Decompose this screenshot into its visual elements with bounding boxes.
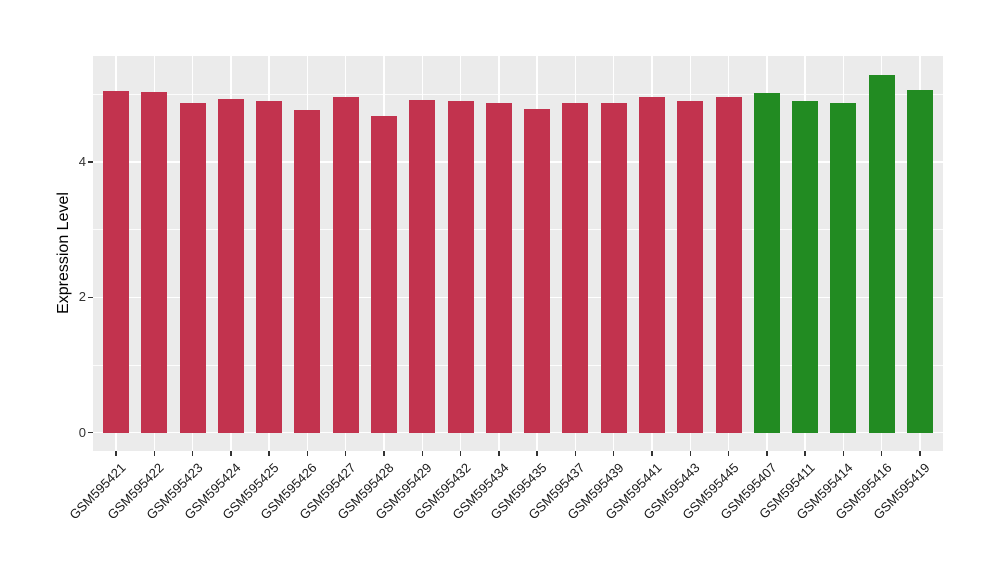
- y-tick-mark: [88, 431, 93, 434]
- bar-GSM595425: [256, 100, 283, 433]
- x-tick-mark: [459, 451, 462, 456]
- gridline-minor: [93, 94, 943, 96]
- bar-GSM595432: [447, 100, 474, 433]
- bar-GSM595437: [562, 102, 589, 433]
- y-tick-label: 2: [78, 289, 86, 305]
- bar-GSM595443: [677, 100, 704, 433]
- bar-GSM595419: [907, 90, 934, 433]
- bar-GSM595435: [524, 109, 551, 433]
- x-tick-mark: [268, 451, 270, 456]
- bar-GSM595416: [868, 74, 895, 433]
- bar-GSM595424: [217, 98, 244, 433]
- gridline-major: [93, 161, 943, 163]
- x-tick-mark: [115, 451, 117, 456]
- bar-GSM595411: [792, 101, 819, 433]
- x-tick-mark: [344, 451, 347, 456]
- x-tick-mark: [689, 451, 692, 456]
- bar-GSM595421: [102, 91, 129, 433]
- bar-GSM595434: [485, 102, 512, 433]
- x-tick-mark: [191, 451, 194, 456]
- bar-GSM595439: [600, 103, 627, 433]
- bar-GSM595445: [715, 96, 742, 433]
- y-tick-mark: [88, 161, 93, 163]
- x-tick-mark: [804, 451, 806, 456]
- x-tick-mark: [766, 451, 768, 456]
- x-tick-mark: [727, 451, 730, 456]
- x-tick-mark: [421, 451, 424, 456]
- x-tick-mark: [574, 451, 577, 456]
- y-tick-mark: [88, 296, 93, 299]
- x-tick-mark: [919, 451, 921, 456]
- gridline-major: [93, 296, 943, 299]
- gridline-minor: [93, 229, 943, 231]
- gridline-minor: [93, 364, 943, 366]
- plot-panel: [93, 56, 943, 451]
- y-tick-label: 0: [78, 424, 86, 440]
- bar-GSM595441: [639, 97, 665, 433]
- bar-GSM595427: [332, 96, 359, 433]
- x-tick-mark: [536, 451, 538, 456]
- x-tick-mark: [306, 451, 309, 456]
- gridline-major: [93, 431, 943, 434]
- x-tick-mark: [612, 451, 615, 456]
- x-tick-mark: [651, 451, 653, 456]
- x-tick-mark: [498, 451, 500, 456]
- x-tick-mark: [230, 451, 232, 456]
- bar-GSM595414: [830, 102, 857, 433]
- x-tick-mark: [383, 451, 385, 456]
- bar-GSM595422: [141, 91, 168, 433]
- x-tick-mark: [153, 451, 155, 456]
- bar-GSM595426: [294, 110, 321, 433]
- bar-GSM595423: [179, 103, 206, 433]
- bar-GSM595429: [409, 99, 436, 433]
- bar-GSM595407: [753, 92, 780, 433]
- y-tick-label: 4: [78, 154, 86, 170]
- x-tick-mark: [842, 451, 845, 456]
- x-tick-mark: [880, 451, 883, 456]
- bar-GSM595428: [370, 116, 397, 433]
